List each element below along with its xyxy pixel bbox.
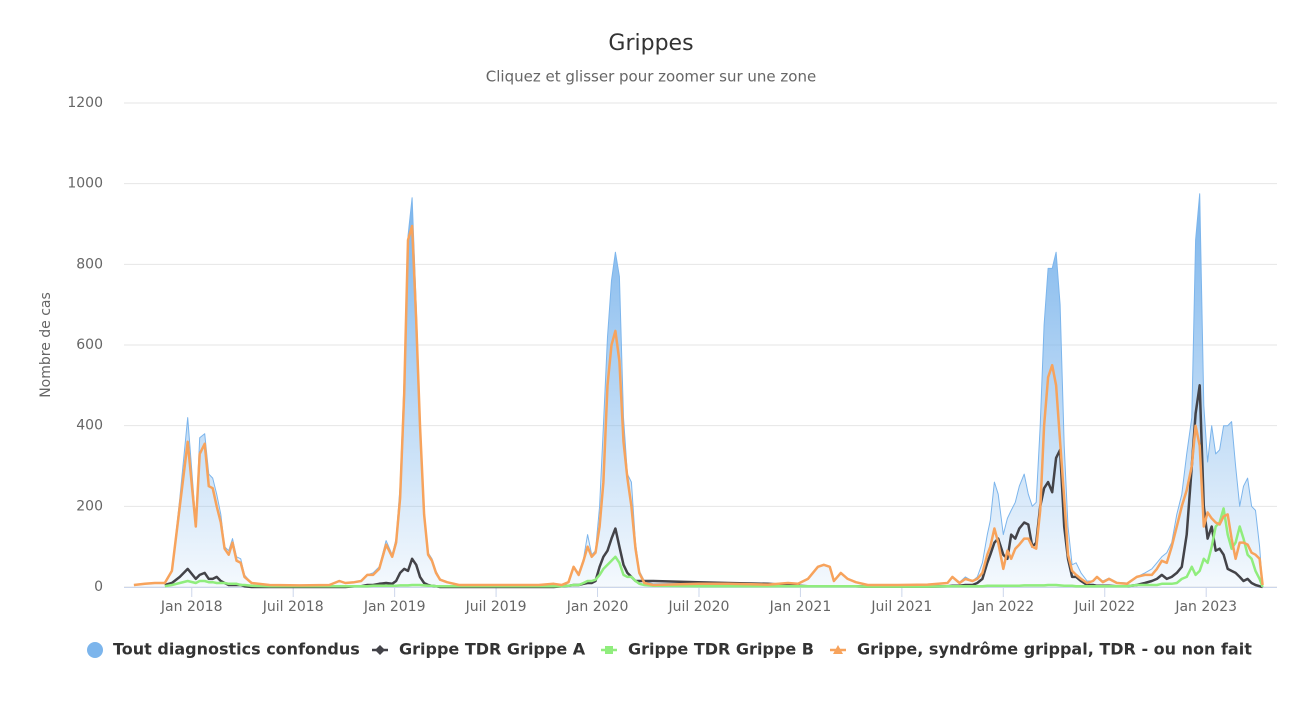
- series-line: [133, 224, 1264, 587]
- chart-subtitle: Cliquez et glisser pour zoomer sur une z…: [486, 68, 816, 86]
- x-tick-label: Juil 2020: [668, 599, 730, 615]
- legend-item[interactable]: Grippe TDR Grippe A: [372, 640, 586, 659]
- y-axis-label: Nombre de cas: [38, 292, 54, 398]
- legend-symbol: [833, 645, 843, 654]
- x-tick-label: Jan 2019: [363, 599, 426, 615]
- x-tick-label: Jan 2022: [971, 599, 1034, 615]
- y-tick-label: 1200: [67, 95, 103, 111]
- legend-symbol: [605, 646, 613, 654]
- legend-label: Grippe TDR Grippe B: [628, 640, 814, 659]
- y-tick-label: 800: [76, 256, 103, 272]
- x-tick-label: Jan 2018: [160, 599, 223, 615]
- legend-symbol: [87, 642, 103, 658]
- plot-area: [133, 193, 1264, 589]
- series-line: [133, 193, 1264, 588]
- legend-item[interactable]: Grippe, syndrôme grippal, TDR - ou non f…: [830, 640, 1252, 659]
- chart-title: Grippes: [608, 31, 693, 56]
- x-tick-label: Juil 2019: [465, 599, 527, 615]
- x-tick-label: Jan 2020: [566, 599, 629, 615]
- y-tick-label: 1000: [67, 176, 103, 192]
- y-tick-label: 400: [76, 418, 103, 434]
- x-tick-label: Juil 2021: [870, 599, 932, 615]
- x-tick-label: Juil 2022: [1073, 599, 1135, 615]
- legend-label: Tout diagnostics confondus: [113, 640, 360, 659]
- y-tick-label: 600: [76, 337, 103, 353]
- legend-label: Grippe, syndrôme grippal, TDR - ou non f…: [857, 640, 1252, 659]
- x-tick-label: Jan 2023: [1174, 599, 1237, 615]
- series-area: [133, 193, 1263, 588]
- series-line: [164, 507, 1264, 588]
- legend-item[interactable]: Tout diagnostics confondus: [87, 640, 360, 659]
- x-tick-label: Jan 2021: [769, 599, 832, 615]
- grid: 0 200 400 600 800 1000 1200 Jan 2018 Juil 2018 Ja…: [67, 95, 1277, 615]
- series-line: [164, 384, 1263, 589]
- legend-symbol: [375, 645, 385, 655]
- legend-item[interactable]: Grippe TDR Grippe B: [601, 640, 814, 659]
- y-tick-label: 0: [94, 579, 103, 595]
- x-tick-label: Juil 2018: [262, 599, 324, 615]
- legend[interactable]: Tout diagnostics confondus Grippe TDR Gri…: [87, 640, 1252, 659]
- legend-label: Grippe TDR Grippe A: [399, 640, 586, 659]
- y-tick-label: 200: [76, 498, 103, 514]
